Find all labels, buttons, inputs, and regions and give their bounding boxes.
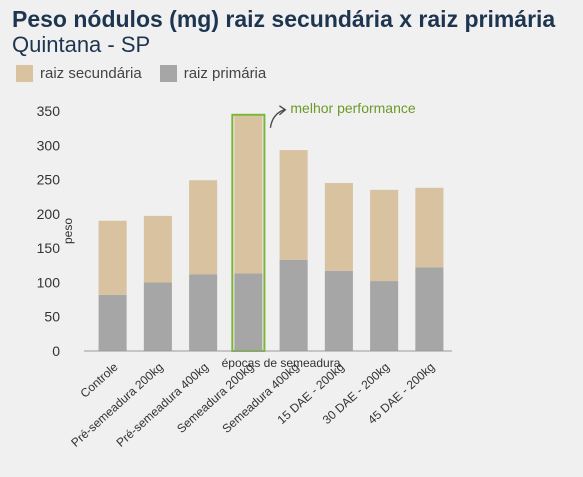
legend-label-secundaria: raiz secundária bbox=[40, 65, 142, 82]
bar-secundaria bbox=[324, 183, 353, 271]
legend: raiz secundária raiz primária bbox=[16, 65, 284, 82]
bar-secundaria bbox=[279, 150, 308, 260]
y-tick-label: 100 bbox=[37, 274, 61, 290]
y-tick-label: 350 bbox=[37, 103, 61, 119]
bar-secundaria bbox=[370, 189, 399, 282]
legend-swatch-secundaria bbox=[16, 65, 33, 82]
legend-item-primaria: raiz primária bbox=[159, 65, 267, 82]
y-tick-label: 150 bbox=[37, 240, 61, 256]
y-tick-label: 300 bbox=[37, 137, 61, 153]
y-axis-label: peso bbox=[61, 218, 75, 244]
bar-secundaria bbox=[415, 187, 444, 268]
bar-primaria bbox=[324, 270, 353, 351]
y-tick-label: 0 bbox=[52, 343, 60, 359]
bar-secundaria bbox=[234, 115, 263, 274]
chart-subtitle: Quintana - SP bbox=[12, 32, 151, 57]
x-tick-label: Controle bbox=[78, 360, 121, 401]
legend-swatch-primaria bbox=[159, 65, 177, 82]
bar-primaria bbox=[370, 281, 399, 351]
bar-primaria bbox=[279, 259, 308, 351]
bar-secundaria bbox=[189, 180, 218, 275]
y-tick-label: 50 bbox=[44, 309, 60, 325]
y-tick-label: 200 bbox=[37, 206, 61, 222]
bar-primaria bbox=[234, 273, 263, 351]
bar-primaria bbox=[415, 267, 444, 351]
annotation-arrow bbox=[269, 109, 285, 128]
chart-title: Peso nódulos (mg) raiz secundária x raiz… bbox=[12, 6, 556, 32]
x-axis-label: épocas de semeadura bbox=[222, 356, 341, 370]
bar-primaria bbox=[189, 274, 218, 351]
bar-primaria bbox=[98, 294, 127, 351]
annotation-arrowhead bbox=[278, 105, 287, 116]
bar-primaria bbox=[143, 282, 172, 351]
legend-item-secundaria: raiz secundária bbox=[16, 65, 142, 82]
annotation-label: melhor performance bbox=[290, 100, 415, 116]
x-tick-label: Semeadura 400kg bbox=[219, 360, 301, 436]
bar-secundaria bbox=[143, 215, 172, 283]
y-tick-label: 250 bbox=[37, 172, 61, 188]
bar-secundaria bbox=[98, 220, 127, 295]
legend-label-primaria: raiz primária bbox=[183, 65, 267, 82]
x-tick-label: Semeadura 200kg bbox=[174, 360, 256, 436]
